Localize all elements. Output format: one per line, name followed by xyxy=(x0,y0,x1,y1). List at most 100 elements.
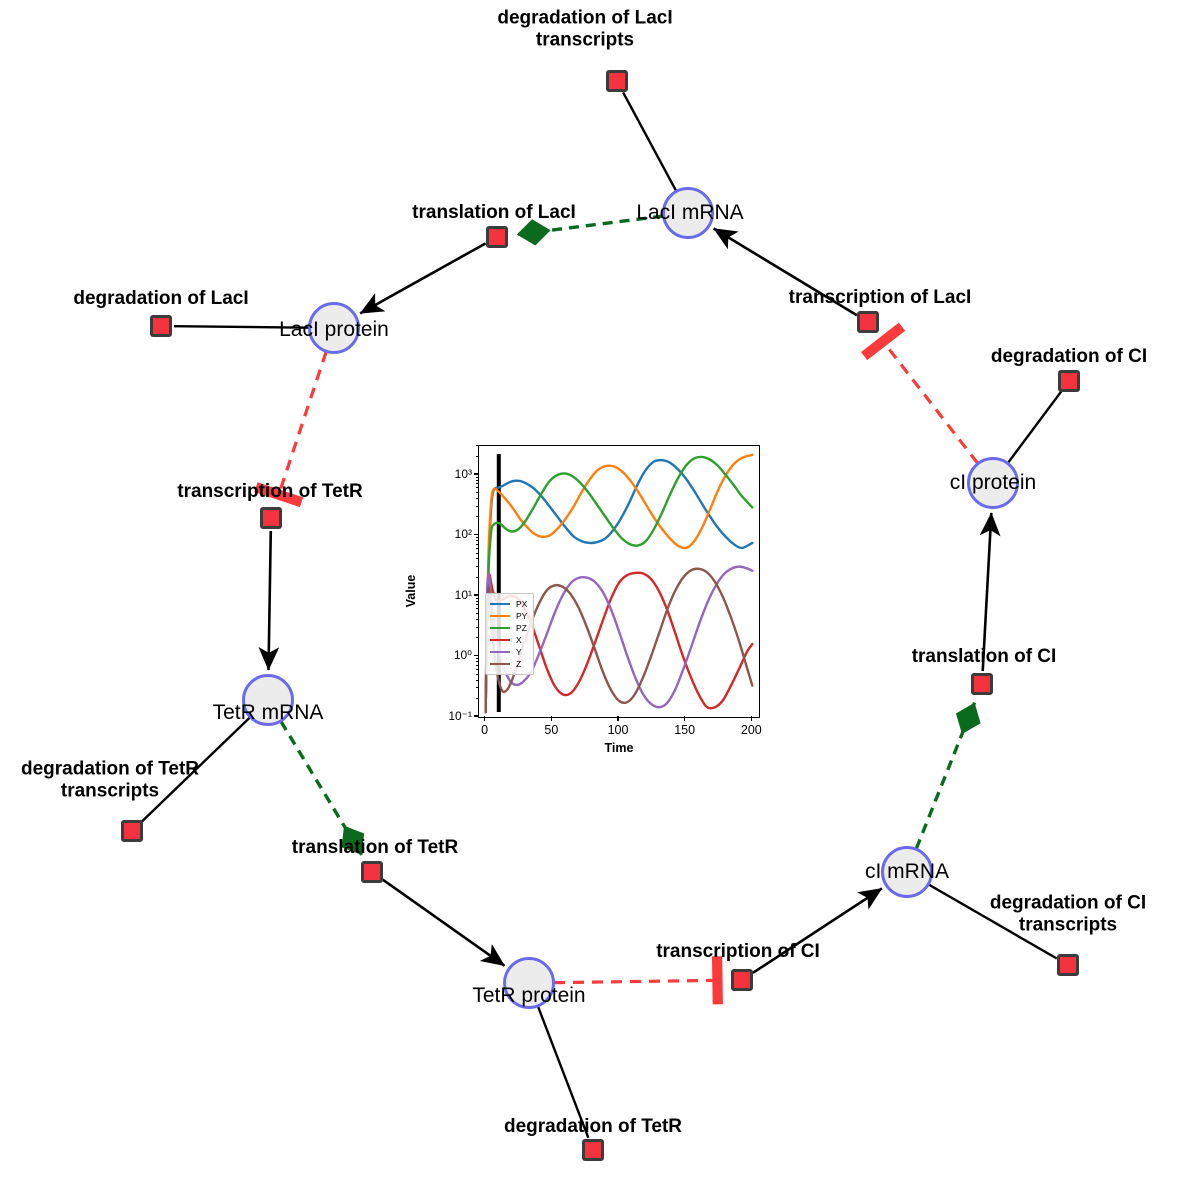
legend-swatch-pz-icon xyxy=(490,626,510,630)
chart-xtick-mark xyxy=(483,716,486,721)
chart-series-px xyxy=(484,458,754,708)
reaction-node-transcr-tetr[interactable] xyxy=(260,507,282,529)
legend-label: Y xyxy=(516,647,522,657)
edge-arrow xyxy=(258,530,280,671)
edge-plain xyxy=(140,716,251,823)
species-node-tetr-mrna[interactable] xyxy=(242,674,294,726)
chart-ytick-label: 10¹ xyxy=(454,587,472,602)
legend-label: PZ xyxy=(516,623,527,633)
chart-xtick-mark xyxy=(750,716,753,721)
chart-ytick-minor-mark xyxy=(475,600,479,602)
chart-ytick-minor-mark xyxy=(475,619,479,621)
chart-ytick-minor-mark xyxy=(475,552,479,554)
chart-xtick-label: 100 xyxy=(607,723,629,737)
species-node-laci-protein[interactable] xyxy=(308,302,360,354)
chart-xtick-mark xyxy=(683,716,686,721)
reaction-node-transl-ci[interactable] xyxy=(971,673,993,695)
chart-ytick-minor-mark xyxy=(475,576,479,578)
chart-ytick-label: 10² xyxy=(454,527,472,542)
chart-ytick-mark xyxy=(474,594,479,596)
legend-label: X xyxy=(516,635,522,645)
chart-ytick-minor-mark xyxy=(475,540,479,542)
reaction-node-deg-laci[interactable] xyxy=(150,315,172,337)
chart-legend-item: PY xyxy=(490,610,527,622)
edge-arrow xyxy=(752,887,883,974)
timeseries-inset-plot: Value Time 10⁻¹ 10⁰ 10¹ 10² 10³ 0 50 100 150 200… xyxy=(404,434,770,766)
chart-ytick-minor-mark xyxy=(475,537,479,539)
legend-label: PX xyxy=(516,599,528,609)
legend-swatch-x-icon xyxy=(490,638,510,642)
edge-plain xyxy=(536,1005,590,1139)
edge-plain xyxy=(622,91,678,192)
species-node-tetr-protein[interactable] xyxy=(503,957,555,1009)
reaction-node-deg-ci-transcripts[interactable] xyxy=(1057,954,1079,976)
chart-ytick-minor-mark xyxy=(475,658,479,660)
edge-arrow xyxy=(979,512,1001,672)
chart-xtick-label: 150 xyxy=(674,723,696,737)
legend-swatch-z-icon xyxy=(490,662,510,666)
reaction-node-transcr-laci[interactable] xyxy=(857,311,879,333)
chart-ytick-label: 10⁻¹ xyxy=(448,709,472,723)
chart-ytick-minor-mark xyxy=(475,479,479,481)
species-node-ci-mrna[interactable] xyxy=(881,846,933,898)
chart-ytick-minor-mark xyxy=(475,597,479,599)
chart-series-pz xyxy=(484,455,754,708)
chart-ytick-minor-mark xyxy=(475,492,479,494)
chart-ytick-label: 10³ xyxy=(454,466,472,481)
species-node-laci-mrna[interactable] xyxy=(662,187,714,239)
legend-swatch-y-icon xyxy=(490,650,510,654)
chart-ytick-minor-mark xyxy=(475,476,479,478)
chart-legend-item: Z xyxy=(490,658,527,670)
chart-ytick-minor-mark xyxy=(475,543,479,545)
chart-ytick-minor-mark xyxy=(475,661,479,663)
chart-ytick-minor-mark xyxy=(475,487,479,489)
chart-xtick-label: 0 xyxy=(481,723,489,737)
edge-arrow xyxy=(359,242,487,315)
reaction-node-deg-tetr[interactable] xyxy=(582,1139,604,1161)
chart-legend-item: PZ xyxy=(490,622,527,634)
chart-xtick-label: 200 xyxy=(740,723,762,737)
edge-arrow xyxy=(381,878,506,967)
chart-ytick-mark xyxy=(474,654,479,657)
chart-ytick-mark xyxy=(474,533,479,536)
chart-ytick-minor-mark xyxy=(475,483,479,485)
legend-label: PY xyxy=(516,611,528,621)
reaction-node-transl-laci[interactable] xyxy=(486,226,508,248)
chart-legend: PX PY PZ X Y Z xyxy=(485,593,535,675)
species-node-ci-protein[interactable] xyxy=(967,457,1019,509)
reaction-node-deg-ci[interactable] xyxy=(1058,370,1080,392)
chart-ytick-minor-mark xyxy=(475,613,479,615)
chart-legend-item: X xyxy=(490,634,527,646)
chart-legend-item: PX xyxy=(490,598,527,610)
chart-ytick-mark xyxy=(474,715,479,717)
edge-catalysis xyxy=(279,720,365,856)
reaction-node-deg-laci-transcripts[interactable] xyxy=(606,70,628,92)
edge-catalysis xyxy=(914,701,981,850)
chart-ytick-minor-mark xyxy=(475,687,479,689)
chart-ytick-label: 10⁰ xyxy=(453,648,472,663)
chart-ytick-minor-mark xyxy=(475,558,479,560)
chart-ytick-mark xyxy=(474,473,479,475)
chart-xtick-mark xyxy=(617,716,619,721)
reaction-node-deg-tetr-transcripts[interactable] xyxy=(121,820,143,842)
edge-group xyxy=(140,91,1063,1139)
edge-inhibition xyxy=(254,351,328,508)
chart-ytick-minor-mark xyxy=(475,697,479,699)
chart-plot-area: PX PY PZ X Y Z xyxy=(478,445,760,718)
reaction-node-transcr-ci[interactable] xyxy=(731,969,753,991)
reaction-node-transl-tetr[interactable] xyxy=(361,861,383,883)
legend-swatch-px-icon xyxy=(490,602,510,606)
chart-ytick-minor-mark xyxy=(475,637,479,639)
edge-arrow xyxy=(712,227,858,317)
chart-ytick-minor-mark xyxy=(475,604,479,606)
chart-x-axis-label: Time xyxy=(604,741,634,755)
edge-catalysis xyxy=(516,214,664,246)
edge-plain xyxy=(173,324,310,329)
edge-plain xyxy=(928,883,1058,960)
legend-swatch-py-icon xyxy=(490,614,510,618)
chart-ytick-minor-mark xyxy=(475,673,479,675)
chart-ytick-minor-mark xyxy=(475,608,479,610)
chart-series-svg xyxy=(484,453,754,714)
